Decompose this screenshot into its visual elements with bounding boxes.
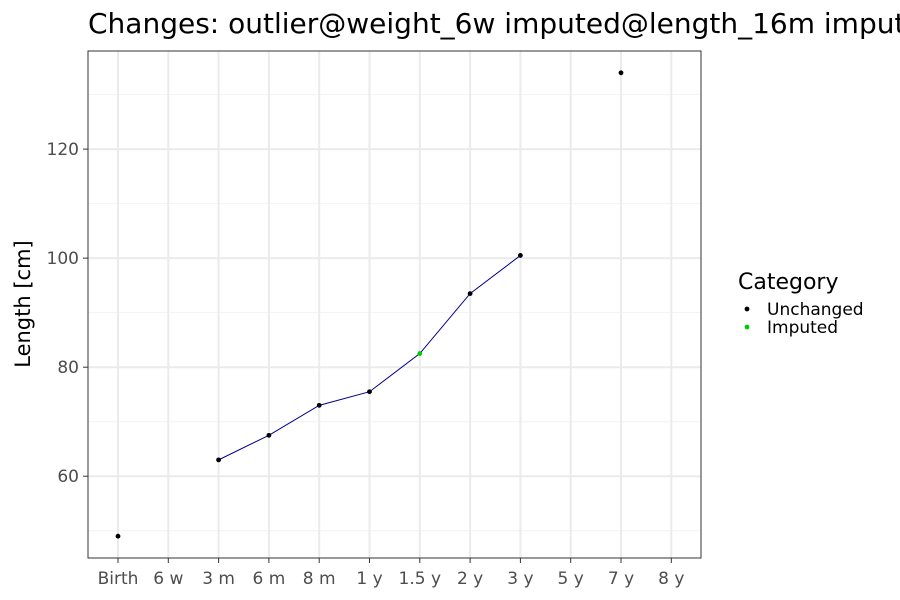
x-tick-label: 1 y [356,569,382,589]
x-tick-label: 1.5 y [399,569,442,589]
legend-label: Unchanged [767,300,864,320]
legend-key [744,324,750,330]
x-tick-label: 5 y [558,569,584,589]
x-tick-label: 3 y [507,569,533,589]
y-tick-label: 100 [47,249,79,269]
data-points [115,70,624,539]
data-point [316,402,322,408]
x-tick-label: 6 w [153,569,183,589]
y-tick-label: 120 [47,140,79,160]
x-tick-label: 6 m [253,569,286,589]
data-point [417,351,423,356]
data-point [518,253,523,258]
y-tick-label: 80 [57,358,79,378]
chart-title: Changes: outlier@weight_6w imputed@lengt… [88,7,900,40]
data-point [216,457,222,463]
data-point [115,533,121,539]
x-tick-label: Birth [98,569,139,589]
x-tick-label: 7 y [608,569,634,589]
data-point [467,291,473,296]
grid [88,51,701,558]
y-axis-title: Length [cm] [11,240,35,368]
legend-title: Category [738,270,839,295]
legend-key [744,306,750,312]
legend-label: Imputed [767,318,838,338]
data-point [367,389,372,395]
data-point [618,70,624,76]
x-tick-label: 8 y [658,569,684,589]
x-tick-label: 8 m [303,569,336,589]
axes: 60 80 100 120 Birth 6 w 3 m 6 m 8 m 1 y 1.5 y 2 y 3 … [47,140,685,589]
data-point [266,432,272,438]
y-tick-label: 60 [57,467,79,487]
plot-panel-border [87,50,702,559]
x-tick-label: 3 m [202,569,235,589]
x-tick-label: 2 y [457,569,483,589]
